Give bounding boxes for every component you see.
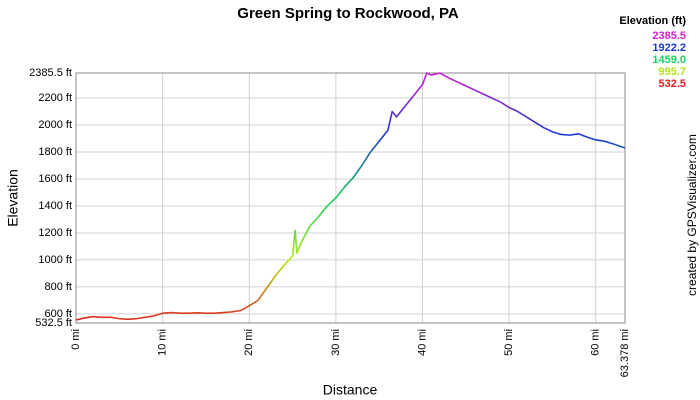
x-axis-label: Distance [323, 382, 378, 398]
y-tick-label: 2200 ft [38, 92, 72, 104]
x-tick-label: 30 mi [330, 329, 342, 356]
credit: created by GPSVisualizer.com [685, 134, 699, 296]
y-tick-label: 1600 ft [38, 173, 72, 185]
y-tick-label: 1200 ft [38, 227, 72, 239]
legend-entry: 2385.5 [652, 30, 686, 42]
plot-frame [75, 72, 626, 324]
x-tick-label: 10 mi [157, 329, 169, 356]
x-tick-label: 63.378 mi [619, 329, 631, 377]
legend-entry: 1459.0 [652, 54, 686, 66]
x-tick-label: 50 mi [503, 329, 515, 356]
y-tick-label: 600 ft [44, 308, 72, 320]
y-tick-label: 1800 ft [38, 146, 72, 158]
y-tick-label: 2385.5 ft [29, 67, 72, 79]
chart-title: Green Spring to Rockwood, PA [237, 5, 459, 22]
legend-entry: 995.7 [658, 66, 686, 78]
x-tick-label: 60 mi [590, 329, 602, 356]
x-tick-label: 0 mi [70, 329, 82, 350]
y-tick-label: 1400 ft [38, 200, 72, 212]
y-tick-label: 1000 ft [38, 254, 72, 266]
y-axis-label: Elevation [5, 169, 21, 227]
x-tick-label: 20 mi [243, 329, 255, 356]
elevation-line [75, 72, 626, 321]
y-tick-label: 2000 ft [38, 119, 72, 131]
x-tick-label: 40 mi [416, 329, 428, 356]
y-tick-label: 532.5 ft [35, 317, 72, 329]
legend-entry: 1922.2 [652, 42, 686, 54]
y-tick-label: 800 ft [44, 281, 72, 293]
legend-title: Elevation (ft) [619, 15, 686, 27]
legend-entry: 532.5 [658, 78, 686, 90]
